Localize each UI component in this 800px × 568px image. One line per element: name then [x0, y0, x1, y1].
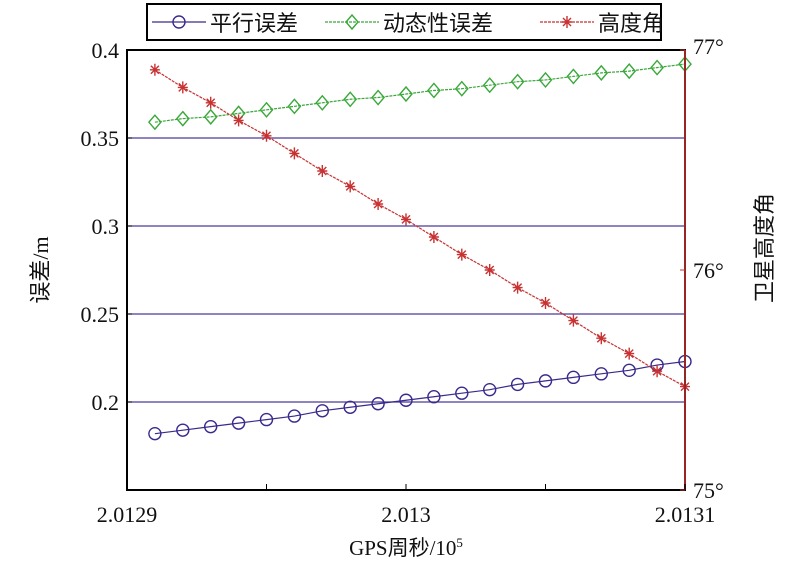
legend-label: 平行误差: [210, 11, 298, 36]
data-point-circle: [483, 382, 497, 397]
x-axis-label: GPS周秒/105: [349, 535, 463, 560]
data-point-circle: [176, 423, 190, 437]
data-point-asterisk: [512, 281, 523, 294]
data-point-circle: [510, 377, 525, 392]
legend-label: 动态性误差: [383, 11, 493, 36]
data-point-diamond: [510, 73, 525, 90]
data-point-diamond: [538, 71, 553, 88]
data-point-asterisk: [149, 63, 160, 76]
y-axis-label: 误差/m: [28, 236, 53, 303]
data-point-asterisk: [401, 213, 411, 226]
data-point-diamond: [482, 77, 497, 94]
data-point-diamond: [175, 110, 190, 127]
data-point-asterisk: [317, 165, 328, 177]
data-point-asterisk: [652, 365, 663, 378]
data-point-asterisk: [261, 129, 272, 142]
data-point-circle: [399, 393, 413, 407]
data-point-circle: [427, 390, 441, 404]
series-line-asterisk: [154, 69, 686, 388]
data-point-diamond: [426, 82, 441, 99]
series-line-circle: [154, 360, 686, 435]
y-tick-label: 0.4: [92, 38, 120, 63]
y-tick-label: 0.3: [92, 214, 120, 239]
legend-box: [146, 3, 662, 41]
legend: 平行误差 动态性误差 高度角: [146, 3, 664, 41]
data-point-circle: [231, 416, 246, 430]
data-point-asterisk: [428, 231, 439, 243]
data-point-diamond: [343, 91, 358, 108]
y2-tick-label: 77°: [693, 34, 724, 59]
data-point-diamond: [371, 89, 386, 106]
data-point-circle: [315, 404, 329, 418]
data-point-asterisk: [562, 16, 572, 28]
data-point-circle: [172, 15, 186, 29]
data-point-diamond: [315, 94, 330, 111]
data-point-asterisk: [233, 114, 244, 127]
data-point-circle: [148, 426, 162, 441]
data-point-diamond: [203, 108, 218, 125]
data-point-asterisk: [568, 314, 579, 327]
data-point-asterisk: [289, 147, 300, 160]
legend-label: 高度角: [598, 11, 664, 36]
data-point-circle: [371, 397, 385, 411]
y-tick-label: 0.2: [92, 390, 120, 415]
x-tick-label: 2.0129: [97, 502, 158, 527]
data-point-diamond: [287, 98, 302, 115]
plot-frame: [126, 49, 686, 491]
series-line-diamond: [154, 63, 686, 123]
data-point-diamond: [622, 63, 637, 80]
y2-tick-label: 75°: [693, 478, 724, 503]
data-point-diamond: [650, 59, 665, 76]
data-point-diamond: [399, 85, 413, 103]
data-point-asterisk: [540, 297, 551, 309]
data-point-circle: [287, 409, 302, 423]
data-point-diamond: [345, 13, 359, 31]
data-point-asterisk: [624, 347, 635, 360]
data-point-diamond: [454, 80, 469, 97]
y2-tick-label: 76°: [693, 258, 724, 283]
data-point-diamond: [594, 64, 609, 81]
x-tick-label: 2.0131: [655, 502, 716, 527]
data-point-asterisk: [373, 198, 384, 210]
data-point-circle: [455, 386, 469, 400]
data-point-circle: [343, 400, 357, 414]
data-point-asterisk: [484, 264, 495, 276]
data-point-asterisk: [205, 96, 216, 109]
data-point-circle: [538, 374, 553, 388]
data-point-asterisk: [456, 248, 467, 261]
x-tick-label: 2.013: [381, 502, 431, 527]
data-point-asterisk: [177, 81, 188, 94]
y-tick-label: 0.25: [81, 302, 120, 327]
data-point-asterisk: [345, 180, 356, 193]
y-tick-label: 0.35: [81, 126, 120, 151]
data-point-circle: [259, 412, 274, 427]
data-point-circle: [622, 363, 636, 378]
y2-axis-label: 卫星高度角: [752, 193, 777, 303]
data-point-circle: [203, 419, 218, 434]
data-point-diamond: [566, 68, 581, 85]
data-point-asterisk: [596, 332, 607, 345]
data-point-circle: [566, 370, 581, 385]
data-point-diamond: [147, 114, 162, 131]
data-point-diamond: [259, 101, 274, 118]
data-point-circle: [594, 367, 608, 381]
